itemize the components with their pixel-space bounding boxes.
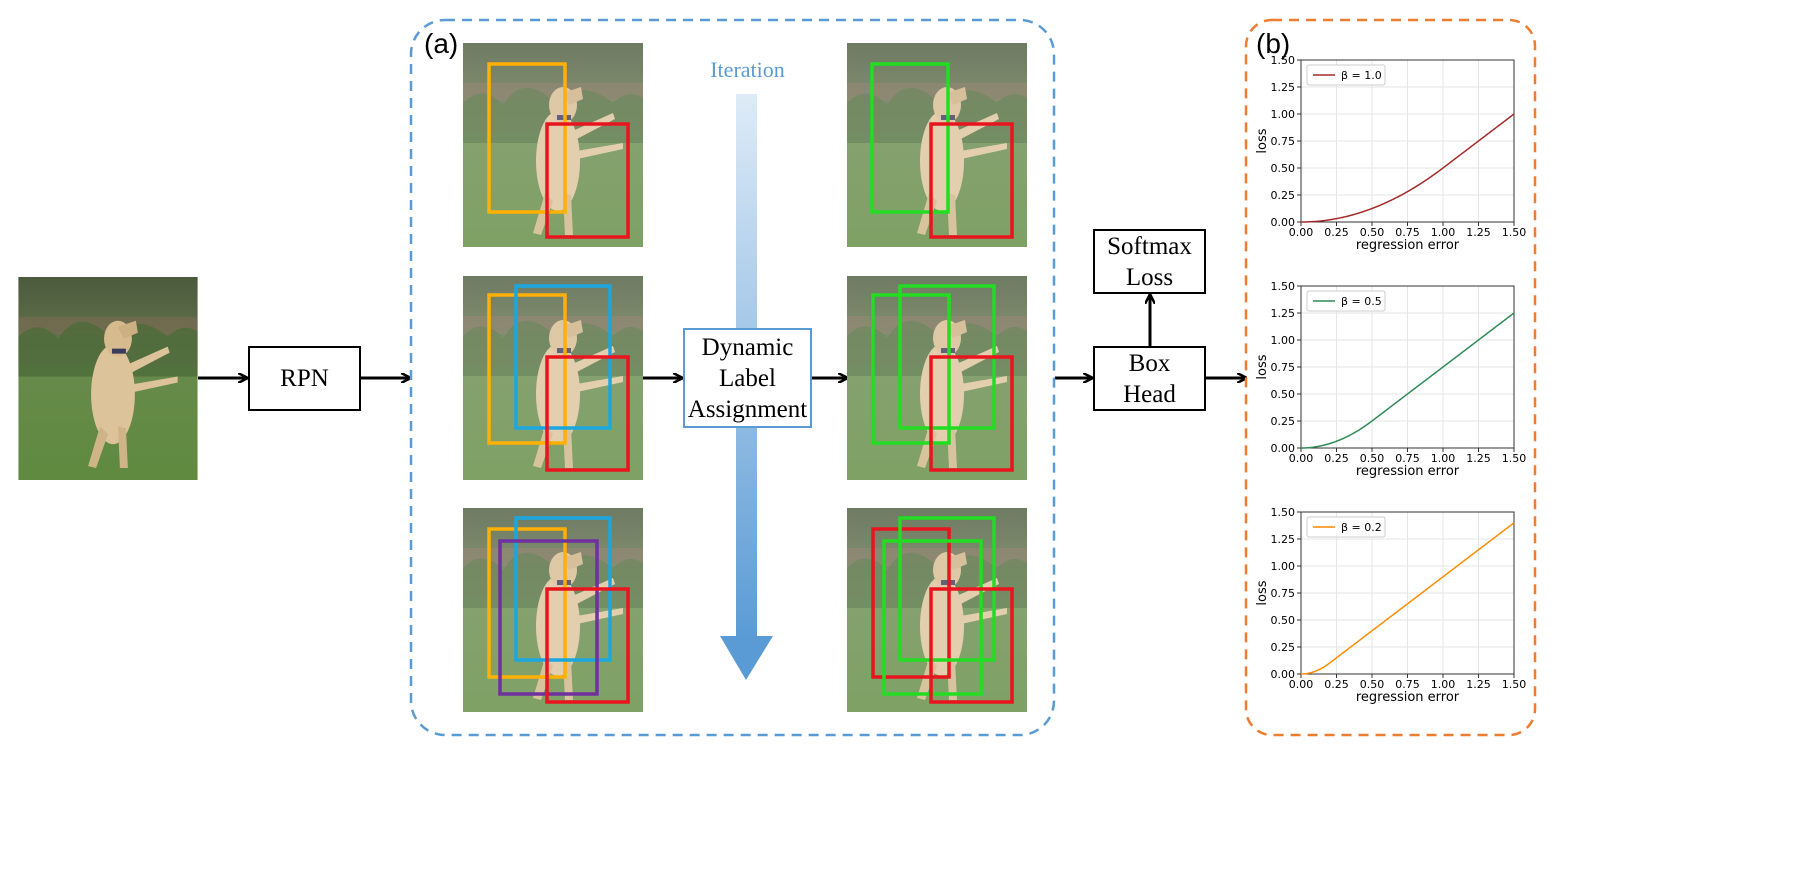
x-tick-label: 1.00 bbox=[1431, 226, 1456, 239]
x-tick-label: 1.00 bbox=[1431, 452, 1456, 465]
x-tick-label: 0.00 bbox=[1289, 452, 1314, 465]
y-tick-label: 0.25 bbox=[1271, 415, 1296, 428]
series-line bbox=[1300, 312, 1515, 449]
loss-chart-1: 0.00 0.25 0.50 0.75 1.00 1.25 1.50 0.00 0.25 0.50… bbox=[1255, 54, 1527, 253]
softmax-line-1: Softmax bbox=[1107, 232, 1192, 260]
y-tick-label: 0.50 bbox=[1271, 162, 1296, 175]
y-tick-label: 0.00 bbox=[1271, 216, 1296, 229]
y-tick-label: 0.00 bbox=[1271, 442, 1296, 455]
boxhead-line-2: Head bbox=[1123, 380, 1176, 408]
legend-box bbox=[1306, 64, 1386, 86]
x-tick-label: 0.25 bbox=[1324, 226, 1349, 239]
x-axis-label: regression error bbox=[1356, 690, 1460, 705]
panel-a-label: (a) bbox=[424, 28, 459, 59]
rpn-box: RPN bbox=[248, 346, 361, 411]
ground-truth-box bbox=[545, 122, 630, 239]
series-line bbox=[1300, 522, 1515, 675]
proposal-image-2 bbox=[463, 276, 643, 480]
iteration-arrow-head bbox=[720, 636, 773, 680]
y-tick-label: 1.25 bbox=[1271, 533, 1296, 546]
box-head-box: Box Head bbox=[1093, 346, 1206, 411]
assigned-image-3 bbox=[847, 508, 1027, 712]
panel-a-border bbox=[409, 18, 1056, 737]
x-tick-label: 1.50 bbox=[1502, 226, 1527, 239]
boxhead-line-1: Box bbox=[1128, 349, 1171, 377]
y-tick-label: 1.50 bbox=[1271, 280, 1296, 293]
dynamic-label-assignment-box: Dynamic Label Assignment bbox=[683, 328, 812, 428]
ground-truth-box bbox=[929, 355, 1014, 472]
x-tick-label: 0.75 bbox=[1395, 452, 1420, 465]
proposal-image-3 bbox=[463, 508, 643, 712]
y-tick-label: 1.50 bbox=[1271, 54, 1296, 67]
x-axis-label: regression error bbox=[1356, 464, 1460, 479]
x-tick-label: 1.50 bbox=[1502, 452, 1527, 465]
iteration-label: Iteration bbox=[710, 57, 785, 82]
y-axis-label: loss bbox=[1255, 128, 1270, 153]
negative-box bbox=[871, 527, 951, 679]
ground-truth-box bbox=[545, 355, 630, 472]
x-axis-label: regression error bbox=[1356, 238, 1460, 253]
y-tick-label: 0.50 bbox=[1271, 614, 1296, 627]
proposal-box-orange bbox=[487, 62, 567, 214]
panel-b-border bbox=[1244, 18, 1537, 737]
positive-box bbox=[870, 62, 950, 214]
proposal-box-orange bbox=[487, 527, 567, 679]
legend-label: β = 0.5 bbox=[1341, 295, 1382, 308]
y-tick-label: 1.00 bbox=[1271, 108, 1296, 121]
x-tick-label: 0.25 bbox=[1324, 678, 1349, 691]
y-tick-label: 1.50 bbox=[1271, 506, 1296, 519]
dla-line-3: Assignment bbox=[687, 395, 808, 423]
softmax-line-2: Loss bbox=[1125, 263, 1174, 291]
x-tick-label: 0.75 bbox=[1395, 226, 1420, 239]
rpn-label: RPN bbox=[280, 365, 329, 392]
proposal-box-orange bbox=[487, 293, 567, 445]
x-tick-label: 0.50 bbox=[1360, 678, 1385, 691]
x-tick-label: 0.25 bbox=[1324, 452, 1349, 465]
x-tick-label: 0.00 bbox=[1289, 678, 1314, 691]
legend-box bbox=[1306, 516, 1386, 538]
x-tick-label: 1.25 bbox=[1466, 226, 1491, 239]
ground-truth-box bbox=[929, 122, 1014, 239]
legend-label: β = 1.0 bbox=[1341, 69, 1382, 82]
positive-box bbox=[871, 293, 951, 445]
series-line bbox=[1300, 113, 1515, 223]
assigned-image-2 bbox=[847, 276, 1027, 480]
y-tick-label: 1.25 bbox=[1271, 307, 1296, 320]
x-tick-label: 0.75 bbox=[1395, 678, 1420, 691]
dla-line-2: Label bbox=[719, 364, 776, 392]
y-tick-label: 1.00 bbox=[1271, 334, 1296, 347]
ground-truth-box bbox=[929, 587, 1014, 704]
x-tick-label: 0.50 bbox=[1360, 452, 1385, 465]
y-tick-label: 0.25 bbox=[1271, 641, 1296, 654]
x-tick-label: 1.25 bbox=[1466, 678, 1491, 691]
ground-truth-box bbox=[545, 587, 630, 704]
x-tick-label: 1.00 bbox=[1431, 678, 1456, 691]
assigned-image-1 bbox=[847, 43, 1027, 247]
proposal-image-1 bbox=[463, 43, 643, 247]
y-tick-label: 0.00 bbox=[1271, 668, 1296, 681]
y-axis-label: loss bbox=[1255, 354, 1270, 379]
y-axis-label: loss bbox=[1255, 580, 1270, 605]
y-tick-label: 1.25 bbox=[1271, 81, 1296, 94]
softmax-loss-box: Softmax Loss bbox=[1093, 229, 1206, 294]
y-tick-label: 0.25 bbox=[1271, 189, 1296, 202]
y-tick-label: 0.75 bbox=[1271, 361, 1296, 374]
legend-box bbox=[1306, 290, 1386, 312]
panel-b-label: (b) bbox=[1256, 28, 1291, 59]
legend-label: β = 0.2 bbox=[1341, 521, 1382, 534]
y-tick-label: 0.75 bbox=[1271, 135, 1296, 148]
y-tick-label: 0.50 bbox=[1271, 388, 1296, 401]
x-tick-label: 1.50 bbox=[1502, 678, 1527, 691]
y-tick-label: 1.00 bbox=[1271, 560, 1296, 573]
y-tick-label: 0.75 bbox=[1271, 587, 1296, 600]
x-tick-label: 0.00 bbox=[1289, 226, 1314, 239]
dla-line-1: Dynamic bbox=[701, 333, 794, 361]
x-tick-label: 1.25 bbox=[1466, 452, 1491, 465]
loss-chart-3: 0.00 0.25 0.50 0.75 1.00 1.25 1.50 0.00 0.25 0.50… bbox=[1255, 506, 1527, 705]
x-tick-label: 0.50 bbox=[1360, 226, 1385, 239]
loss-chart-2: 0.00 0.25 0.50 0.75 1.00 1.25 1.50 0.00 0.25 0.50… bbox=[1255, 280, 1527, 479]
